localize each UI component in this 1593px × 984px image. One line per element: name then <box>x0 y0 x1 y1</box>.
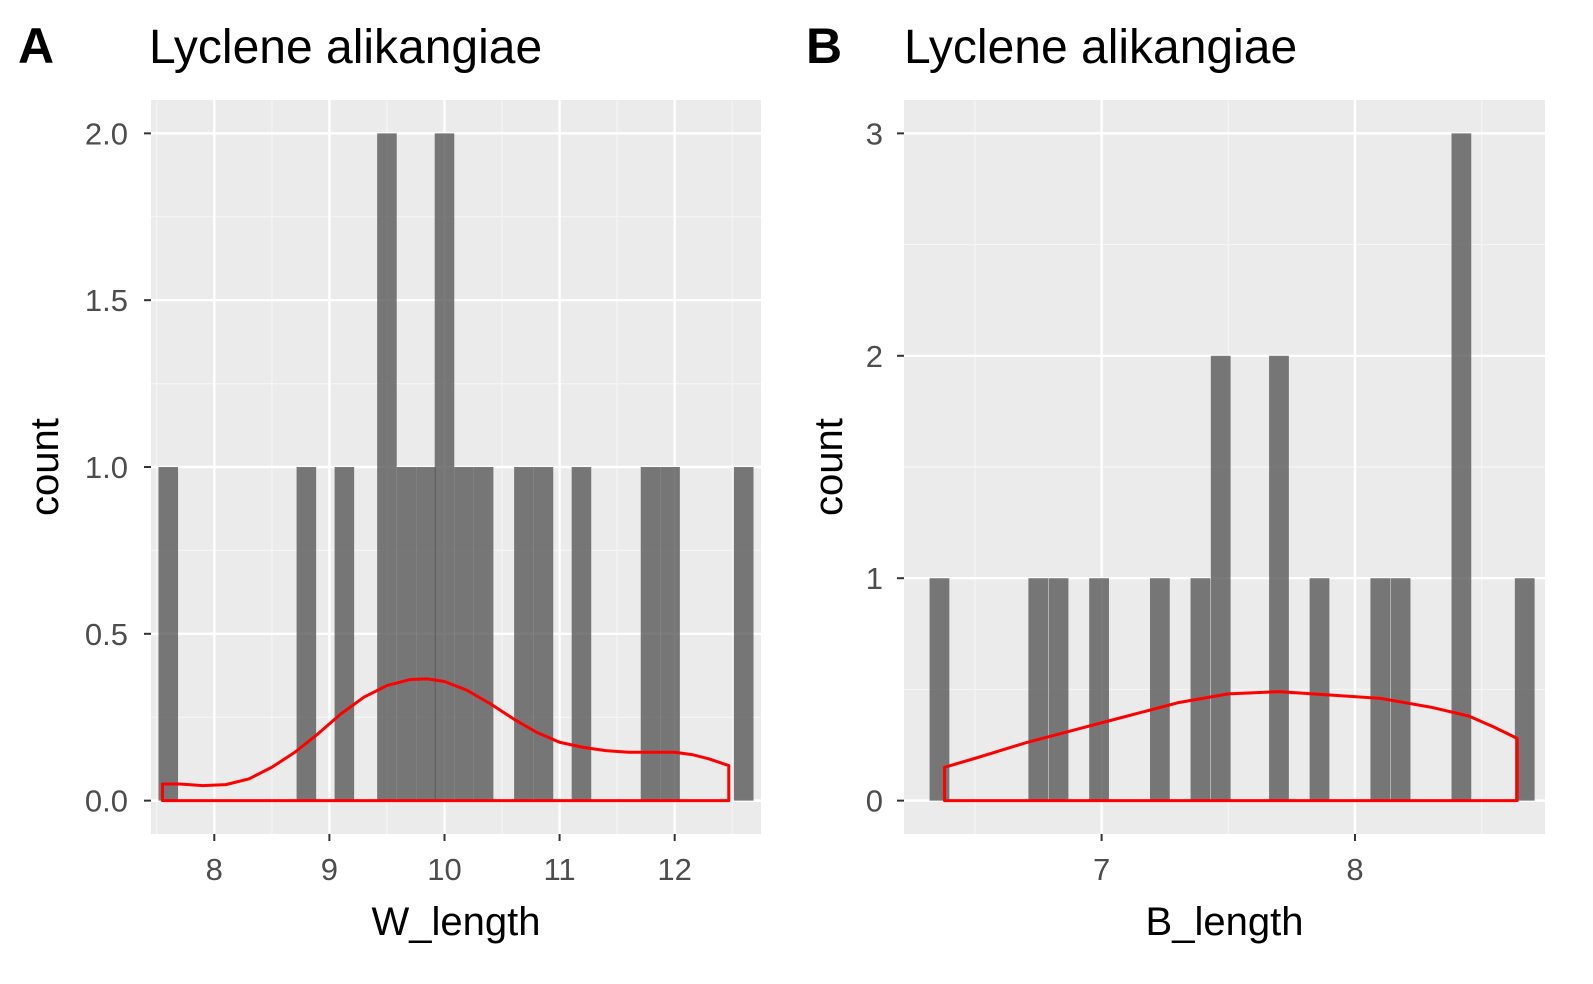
x-tick-label: 11 <box>543 852 575 887</box>
histogram-bar <box>1451 133 1472 801</box>
histogram-bar <box>733 467 754 801</box>
histogram-bar <box>416 467 436 801</box>
histogram-bar <box>571 467 592 801</box>
panel-title: Lyclene alikangiae <box>904 21 1297 74</box>
density-curve <box>943 690 1519 803</box>
x-tick-label: 9 <box>321 852 338 887</box>
x-tick-label: 12 <box>657 852 691 887</box>
panel-tag: B <box>806 18 842 74</box>
y-tick-label: 2.0 <box>85 116 128 151</box>
histogram-bar <box>533 467 554 801</box>
histogram-bar <box>1190 578 1211 801</box>
x-tick-label: 8 <box>206 852 223 887</box>
histogram-bar <box>158 467 179 801</box>
histogram-bar <box>660 467 680 801</box>
y-axis-title: count <box>23 418 67 516</box>
histogram-bar <box>434 133 455 801</box>
histogram-bar <box>1514 578 1535 801</box>
y-tick-label: 0.0 <box>85 784 128 819</box>
x-axis-title: B_length <box>1146 900 1304 944</box>
y-tick-label: 1.0 <box>85 450 128 485</box>
histogram-bar <box>640 467 661 801</box>
histogram-bar <box>1370 578 1391 801</box>
histogram-bar <box>473 467 494 801</box>
x-axis-title: W_length <box>372 900 541 944</box>
y-tick-label: 1.5 <box>85 283 128 318</box>
histogram-bar <box>396 467 417 801</box>
histogram-bar <box>1028 578 1049 801</box>
histogram-bar <box>334 467 355 801</box>
y-axis-title: count <box>807 418 851 516</box>
histogram-bar <box>929 578 950 801</box>
histogram-bar <box>296 467 317 801</box>
histogram-bar <box>1390 578 1411 801</box>
panel-title: Lyclene alikangiae <box>149 21 542 74</box>
histogram-bar <box>1309 578 1330 801</box>
x-tick-label: 8 <box>1346 852 1363 887</box>
y-tick-label: 2 <box>866 339 883 374</box>
y-tick-label: 3 <box>866 116 883 151</box>
histogram-bar <box>1089 578 1109 801</box>
x-tick-label: 10 <box>427 852 461 887</box>
histogram-bar <box>1150 578 1170 801</box>
panel-b: 0 1 2 3 7 8 B_length count B Lyclene alikangiae <box>806 18 1545 944</box>
density-curve <box>161 677 731 803</box>
histogram-bar <box>454 467 474 801</box>
y-tick-label: 0.5 <box>85 617 128 652</box>
y-tick-label: 0 <box>866 784 883 819</box>
histogram-bar <box>514 467 534 801</box>
y-tick-label: 1 <box>866 561 883 596</box>
histogram-bar <box>377 133 397 801</box>
panel-tag: A <box>18 18 54 74</box>
histogram-bar <box>1210 355 1231 801</box>
histogram-bar <box>1048 578 1069 801</box>
x-tick-label: 7 <box>1093 852 1110 887</box>
histogram-bar <box>1269 355 1289 801</box>
panel-a: 0.0 0.5 1.0 1.5 2.0 8 9 10 11 12 W_length count A Lyc… <box>18 18 761 944</box>
